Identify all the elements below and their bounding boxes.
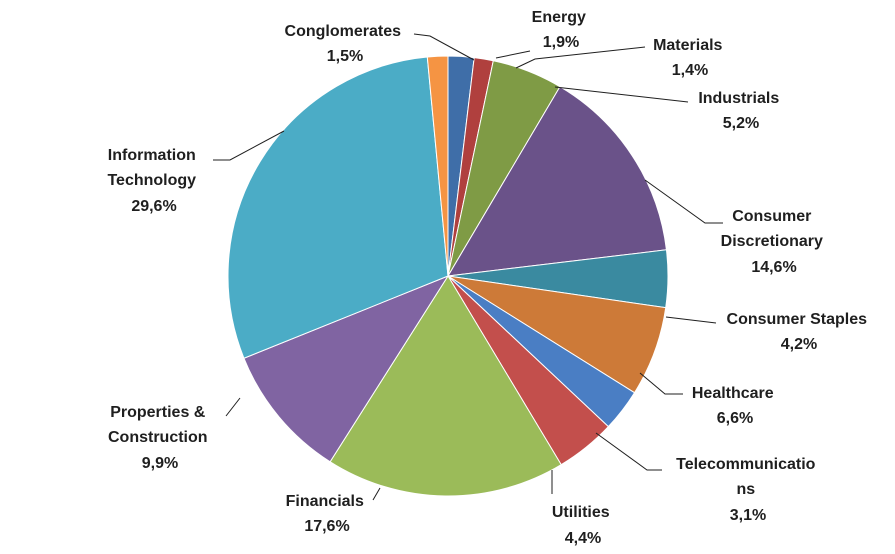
label-healthcare-name: Healthcare — [692, 385, 774, 402]
leader-line-energy — [495, 50, 531, 59]
label-financials-value: 17,6% — [304, 518, 349, 535]
label-industrials: Industrials 5,2% — [698, 90, 783, 132]
slice-consumer-discretionary — [447, 85, 667, 277]
label-consumer-discretionary-value: 14,6% — [751, 259, 796, 276]
label-information-technology-line1: Information — [108, 147, 196, 164]
label-information-technology-value: 29,6% — [131, 198, 176, 215]
leader-line-information-technology — [213, 130, 285, 161]
label-consumer-discretionary-line1: Consumer — [732, 208, 811, 225]
label-telecommunications-line2: ns — [736, 481, 755, 498]
label-telecommunications: Telecommunicatio ns 3,1% — [676, 456, 820, 524]
label-conglomerates-value: 1,5% — [327, 48, 363, 65]
label-materials-value: 1,4% — [672, 62, 708, 79]
label-energy-name: Energy — [532, 9, 586, 26]
label-consumer-discretionary-line2: Discretionary — [721, 233, 823, 250]
leader-line-materials — [515, 46, 646, 69]
label-utilities-name: Utilities — [552, 504, 610, 521]
label-properties-construction-line1: Properties & — [110, 404, 206, 421]
slice-conglomerates — [426, 55, 449, 277]
slice-properties-construction — [243, 274, 450, 463]
label-conglomerates: Conglomerates 1,5% — [285, 23, 406, 65]
label-healthcare-value: 6,6% — [717, 410, 753, 427]
label-industrials-value: 5,2% — [723, 115, 759, 132]
label-conglomerates-name: Conglomerates — [285, 23, 402, 40]
label-financials-name: Financials — [286, 493, 364, 510]
label-consumer-staples-value: 4,2% — [781, 336, 817, 353]
leader-line-financials — [372, 487, 381, 501]
leader-lines — [213, 33, 723, 501]
label-utilities: Utilities 4,4% — [552, 504, 614, 547]
label-consumer-staples-name: Consumer Staples — [727, 311, 868, 328]
leader-line-properties — [225, 397, 241, 417]
slice-financials — [329, 275, 562, 497]
leader-line-healthcare — [639, 372, 683, 395]
label-telecommunications-line1: Telecommunicatio — [676, 456, 816, 473]
label-information-technology-line2: Technology — [107, 172, 196, 189]
label-consumer-staples: Consumer Staples 4,2% — [727, 311, 872, 353]
label-energy: Energy 1,9% — [532, 9, 591, 51]
label-energy-value: 1,9% — [543, 34, 579, 51]
leader-line-telecommunications — [595, 432, 662, 471]
label-consumer-discretionary: Consumer Discretionary 14,6% — [721, 208, 828, 276]
label-financials: Financials 17,6% — [286, 493, 369, 535]
leader-line-industrials — [554, 86, 689, 103]
label-telecommunications-value: 3,1% — [730, 507, 766, 524]
label-industrials-name: Industrials — [698, 90, 779, 107]
label-utilities-value: 4,4% — [565, 530, 601, 547]
label-information-technology: Information Technology 29,6% — [107, 147, 200, 215]
leader-line-consumer-staples — [665, 316, 717, 324]
leader-line-conglomerates — [413, 33, 475, 61]
label-properties-construction-line2: Construction — [108, 429, 208, 446]
pie-slices — [227, 55, 669, 497]
slice-information-technology — [227, 56, 449, 359]
label-materials: Materials 1,4% — [653, 37, 727, 79]
data-labels: Conglomerates 1,5% Energy 1,9% Materials… — [107, 9, 872, 547]
label-properties-construction-value: 9,9% — [142, 455, 178, 472]
label-properties-construction: Properties & Construction 9,9% — [108, 404, 212, 472]
leader-line-consumer-discretionary — [644, 179, 723, 224]
label-healthcare: Healthcare 6,6% — [692, 385, 778, 427]
label-materials-name: Materials — [653, 37, 722, 54]
